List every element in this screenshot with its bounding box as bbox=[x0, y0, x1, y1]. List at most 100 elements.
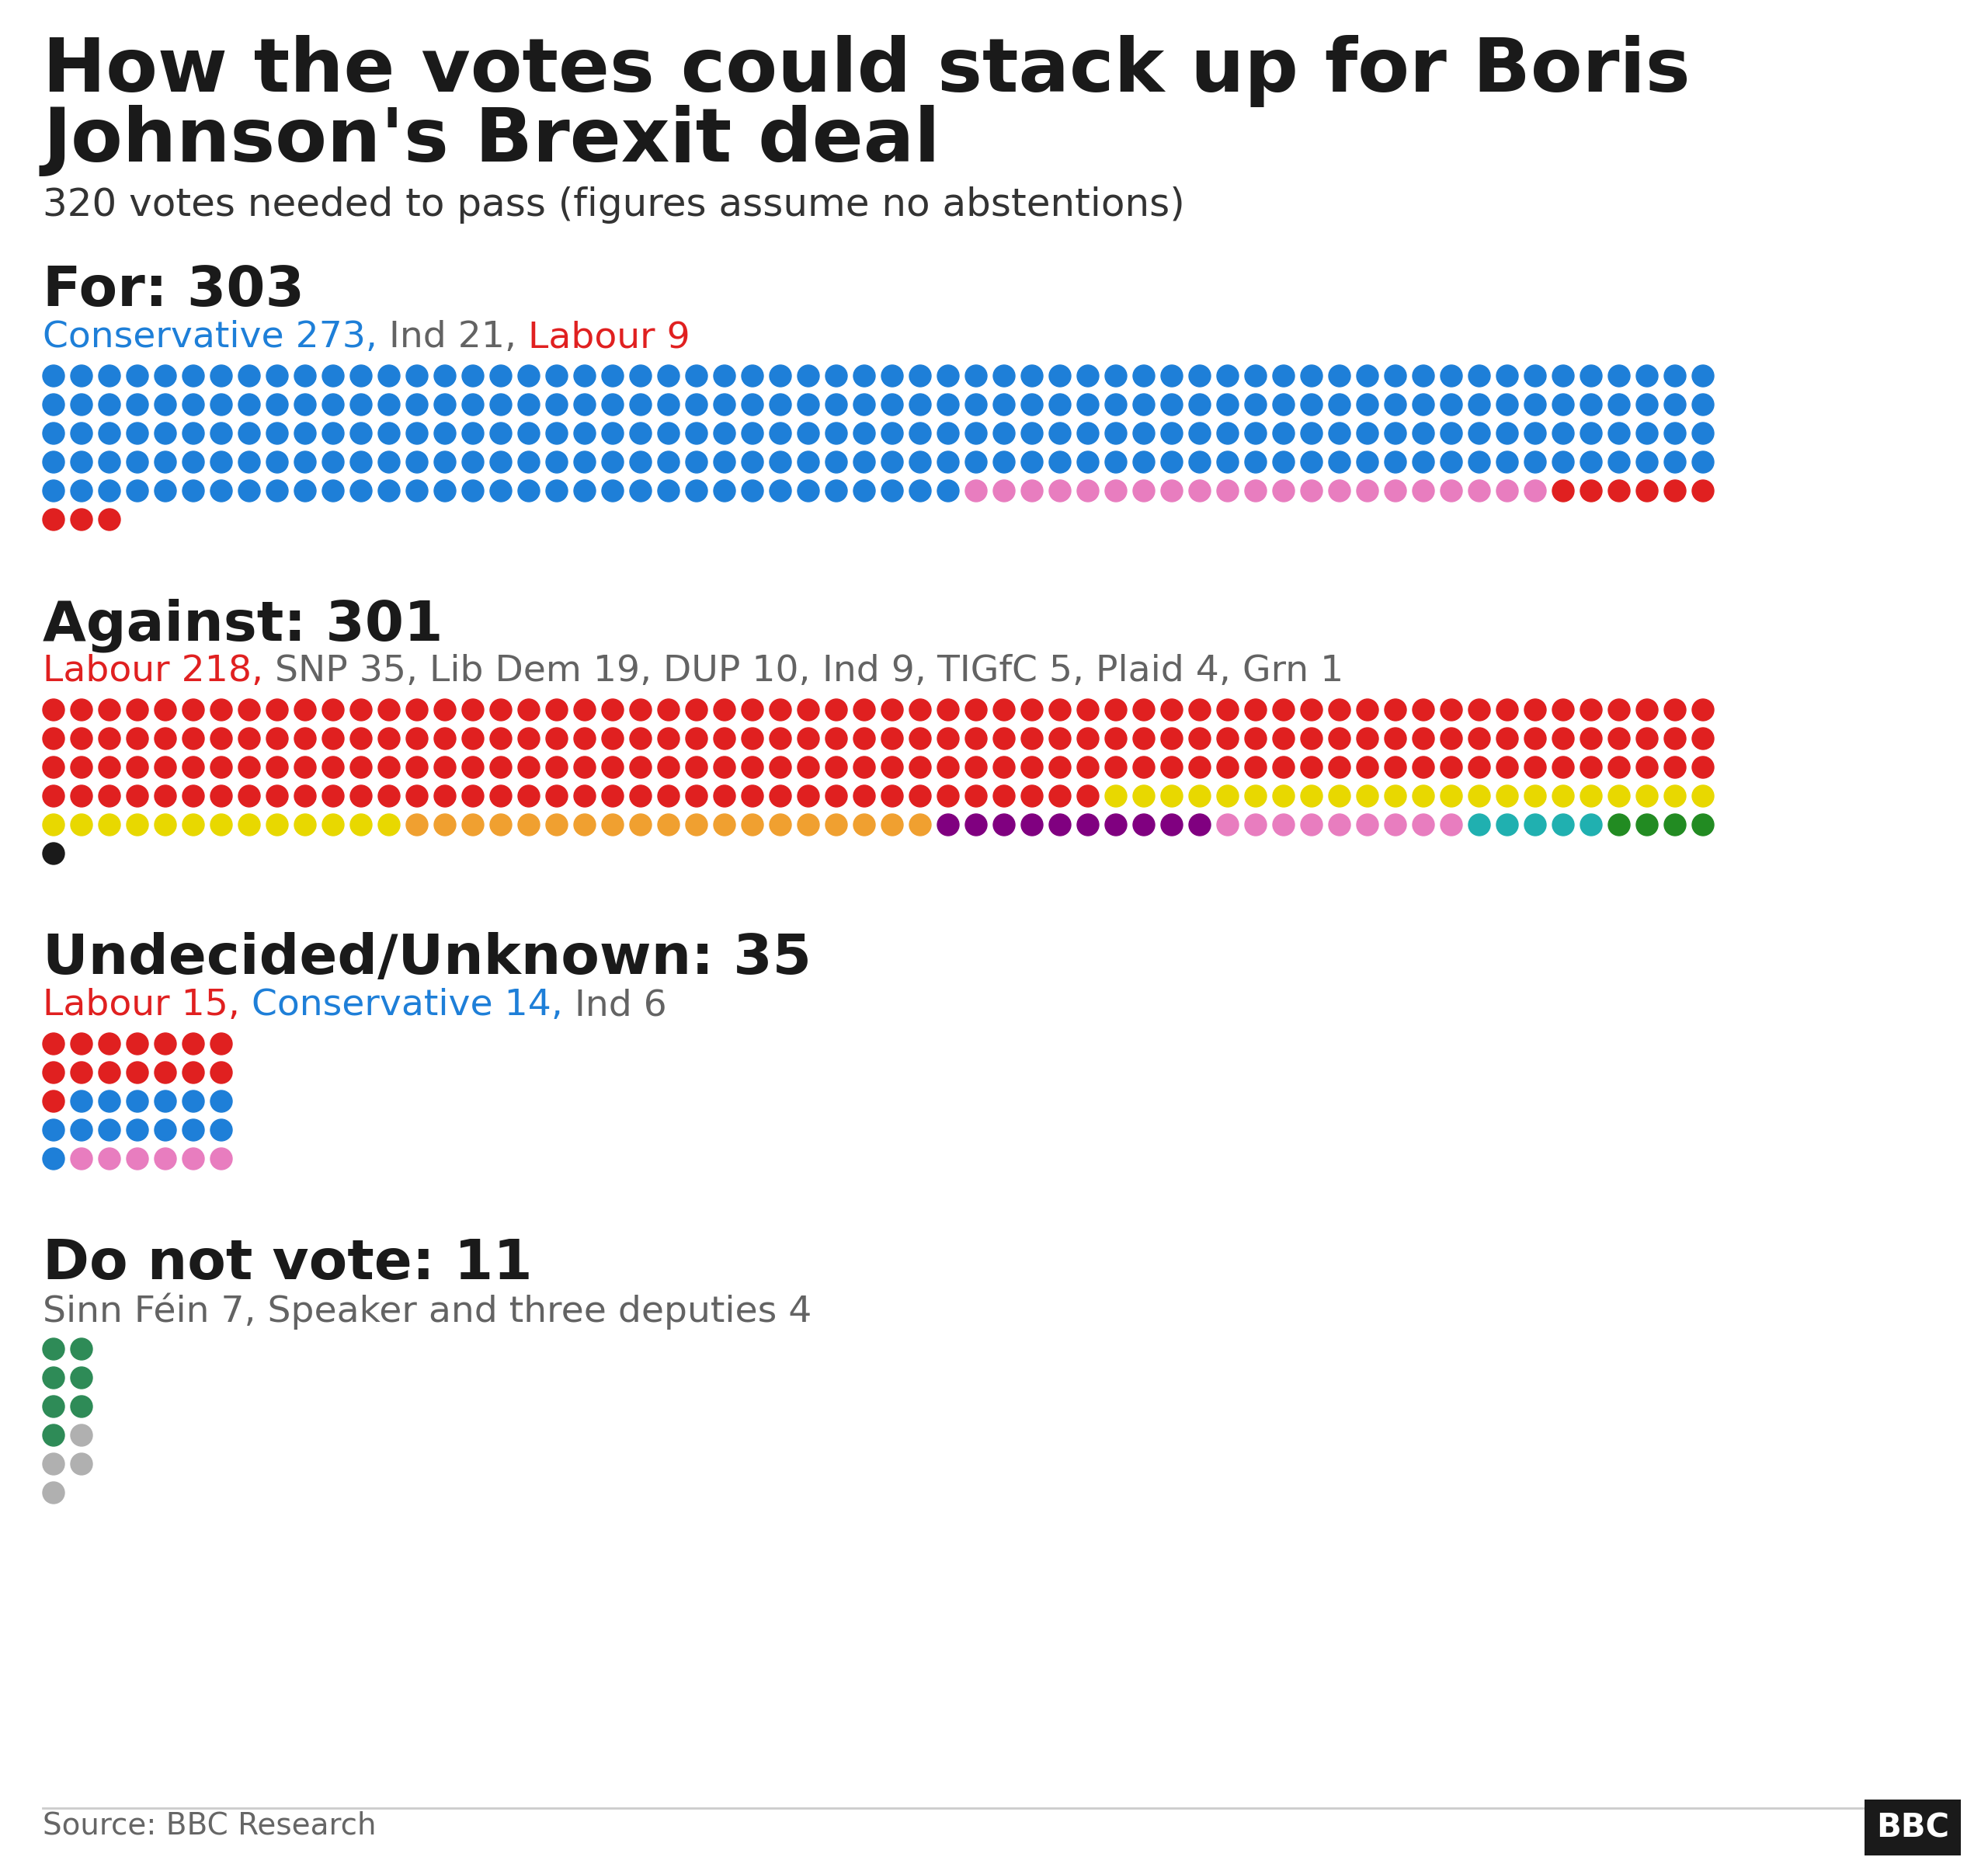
Circle shape bbox=[350, 757, 372, 779]
Circle shape bbox=[1189, 393, 1211, 416]
Circle shape bbox=[1608, 757, 1630, 779]
Circle shape bbox=[936, 699, 958, 721]
Circle shape bbox=[797, 699, 819, 721]
Circle shape bbox=[966, 423, 986, 444]
Circle shape bbox=[1525, 393, 1547, 416]
Circle shape bbox=[183, 1118, 205, 1141]
Circle shape bbox=[1413, 365, 1433, 386]
Circle shape bbox=[1133, 757, 1155, 779]
Circle shape bbox=[936, 785, 958, 807]
Circle shape bbox=[489, 727, 511, 749]
Circle shape bbox=[1636, 365, 1658, 386]
Circle shape bbox=[461, 451, 483, 473]
Text: Lib Dem 19,: Lib Dem 19, bbox=[417, 654, 652, 690]
Circle shape bbox=[547, 699, 569, 721]
Circle shape bbox=[183, 1062, 205, 1083]
Circle shape bbox=[406, 479, 427, 501]
Circle shape bbox=[99, 1148, 121, 1171]
Circle shape bbox=[1328, 365, 1350, 386]
Circle shape bbox=[211, 1148, 233, 1171]
Circle shape bbox=[489, 757, 511, 779]
Circle shape bbox=[42, 785, 64, 807]
Circle shape bbox=[1133, 815, 1155, 835]
Circle shape bbox=[42, 1424, 64, 1446]
Circle shape bbox=[127, 1062, 149, 1083]
Circle shape bbox=[1189, 451, 1211, 473]
Circle shape bbox=[127, 785, 149, 807]
Circle shape bbox=[461, 785, 483, 807]
Circle shape bbox=[127, 727, 149, 749]
Circle shape bbox=[183, 423, 205, 444]
Circle shape bbox=[769, 699, 791, 721]
Circle shape bbox=[72, 423, 91, 444]
Circle shape bbox=[853, 785, 875, 807]
Circle shape bbox=[322, 423, 344, 444]
Circle shape bbox=[350, 815, 372, 835]
Text: Undecided/Unknown: 35: Undecided/Unknown: 35 bbox=[42, 932, 811, 986]
Circle shape bbox=[1105, 393, 1127, 416]
Circle shape bbox=[602, 365, 624, 386]
Circle shape bbox=[1608, 423, 1630, 444]
Circle shape bbox=[99, 509, 121, 531]
Circle shape bbox=[1161, 479, 1183, 501]
Circle shape bbox=[378, 815, 400, 835]
Circle shape bbox=[1608, 699, 1630, 721]
Circle shape bbox=[1469, 757, 1491, 779]
Circle shape bbox=[1244, 757, 1266, 779]
Circle shape bbox=[519, 393, 539, 416]
Circle shape bbox=[350, 393, 372, 416]
Text: Source: BBC Research: Source: BBC Research bbox=[42, 1812, 376, 1842]
Circle shape bbox=[547, 815, 569, 835]
Circle shape bbox=[1217, 757, 1239, 779]
Circle shape bbox=[1272, 757, 1294, 779]
Circle shape bbox=[1050, 479, 1072, 501]
Circle shape bbox=[406, 393, 427, 416]
Text: Do not vote: 11: Do not vote: 11 bbox=[42, 1238, 533, 1290]
Circle shape bbox=[658, 423, 680, 444]
Circle shape bbox=[211, 479, 233, 501]
Circle shape bbox=[183, 393, 205, 416]
Circle shape bbox=[489, 479, 511, 501]
Circle shape bbox=[433, 423, 455, 444]
Circle shape bbox=[155, 699, 177, 721]
Circle shape bbox=[881, 423, 903, 444]
Circle shape bbox=[461, 699, 483, 721]
Circle shape bbox=[575, 365, 596, 386]
Circle shape bbox=[936, 757, 958, 779]
Circle shape bbox=[183, 479, 205, 501]
Circle shape bbox=[575, 757, 596, 779]
Circle shape bbox=[155, 423, 177, 444]
Circle shape bbox=[1692, 727, 1714, 749]
Circle shape bbox=[1077, 451, 1099, 473]
Circle shape bbox=[742, 815, 763, 835]
Circle shape bbox=[519, 727, 539, 749]
Circle shape bbox=[742, 365, 763, 386]
Circle shape bbox=[547, 785, 569, 807]
Circle shape bbox=[1580, 757, 1602, 779]
Circle shape bbox=[575, 699, 596, 721]
Text: SNP 35,: SNP 35, bbox=[262, 654, 417, 690]
Circle shape bbox=[1553, 727, 1574, 749]
Circle shape bbox=[1636, 451, 1658, 473]
Circle shape bbox=[519, 479, 539, 501]
Circle shape bbox=[183, 1090, 205, 1113]
Circle shape bbox=[994, 479, 1016, 501]
Circle shape bbox=[519, 757, 539, 779]
Circle shape bbox=[1608, 365, 1630, 386]
Circle shape bbox=[1384, 699, 1406, 721]
Circle shape bbox=[1328, 727, 1350, 749]
Circle shape bbox=[211, 1118, 233, 1141]
Circle shape bbox=[72, 1454, 91, 1474]
Circle shape bbox=[825, 785, 847, 807]
Circle shape bbox=[686, 479, 708, 501]
Circle shape bbox=[1469, 423, 1491, 444]
Circle shape bbox=[1161, 815, 1183, 835]
Circle shape bbox=[350, 785, 372, 807]
Circle shape bbox=[714, 727, 736, 749]
Circle shape bbox=[489, 785, 511, 807]
Circle shape bbox=[322, 785, 344, 807]
Circle shape bbox=[769, 479, 791, 501]
Circle shape bbox=[155, 365, 177, 386]
Circle shape bbox=[1077, 423, 1099, 444]
Circle shape bbox=[99, 423, 121, 444]
